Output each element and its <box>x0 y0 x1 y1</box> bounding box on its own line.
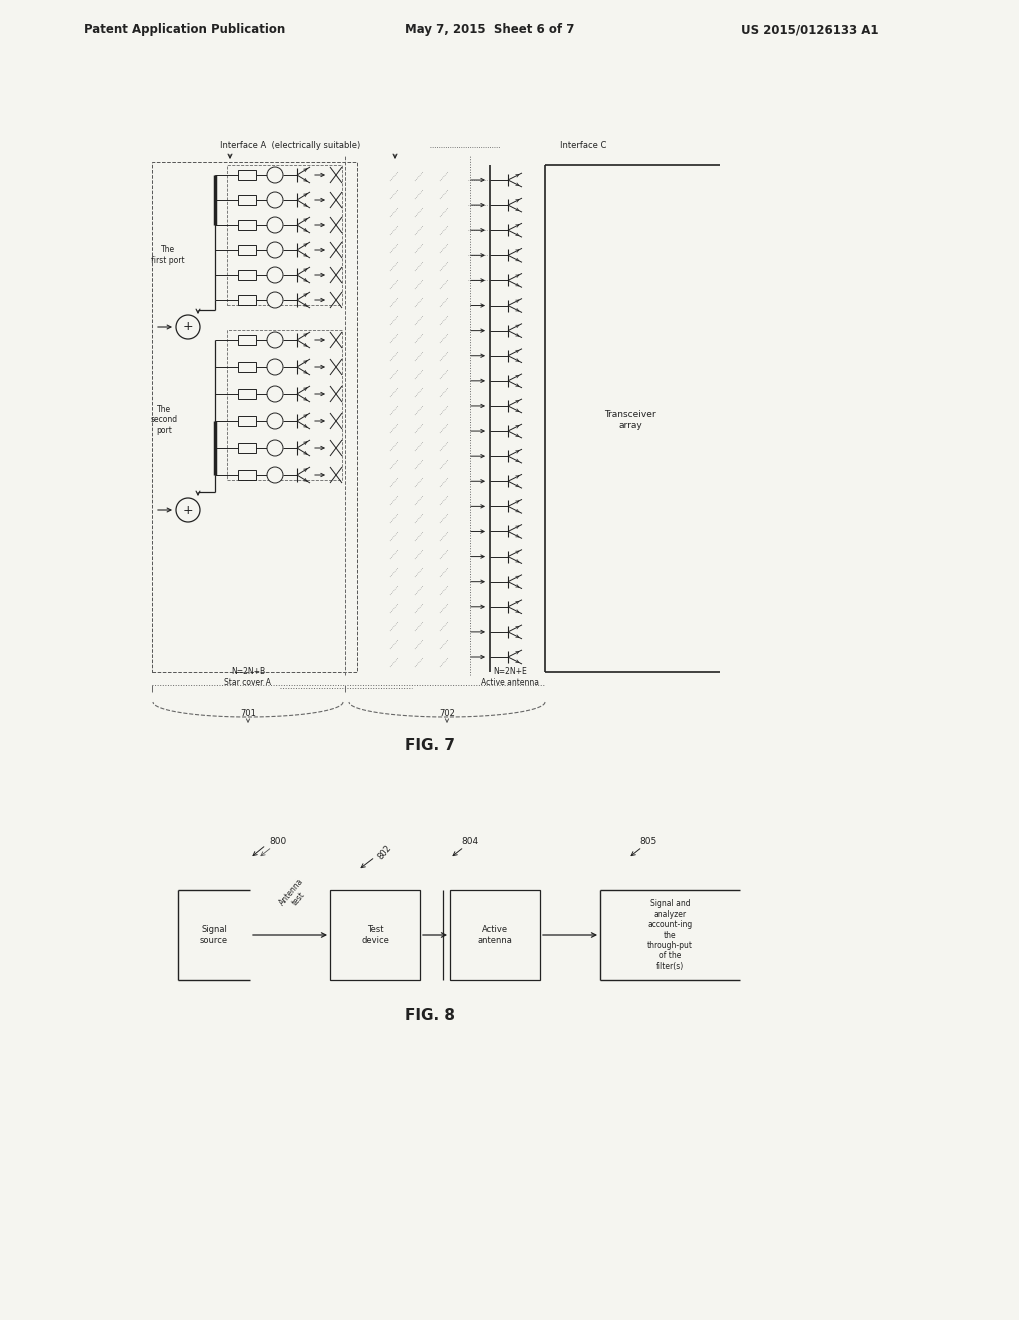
Bar <box>237 470 256 480</box>
Circle shape <box>267 333 282 348</box>
Circle shape <box>176 498 200 521</box>
Bar <box>237 246 256 255</box>
Circle shape <box>267 385 282 403</box>
Text: Interface A  (electrically suitable): Interface A (electrically suitable) <box>220 140 360 149</box>
Text: The
second
port: The second port <box>150 405 177 434</box>
Text: FIG. 7: FIG. 7 <box>405 738 454 752</box>
Text: Antenna
test: Antenna test <box>277 876 313 913</box>
Circle shape <box>267 467 282 483</box>
Circle shape <box>176 315 200 339</box>
Text: Transceiver
array: Transceiver array <box>603 411 655 430</box>
Bar <box>237 195 256 205</box>
Circle shape <box>267 242 282 257</box>
Text: US 2015/0126133 A1: US 2015/0126133 A1 <box>741 24 878 37</box>
Text: N=2N+B
Star cover A: N=2N+B Star cover A <box>224 668 271 686</box>
Text: Signal
source: Signal source <box>200 925 228 945</box>
Bar <box>227 165 341 305</box>
Text: 702: 702 <box>438 709 454 718</box>
Text: 701: 701 <box>239 709 256 718</box>
Circle shape <box>267 191 282 209</box>
Bar <box>237 294 256 305</box>
Text: +: + <box>182 503 194 516</box>
Circle shape <box>267 440 282 455</box>
Text: Interface C: Interface C <box>559 140 605 149</box>
Bar <box>152 162 357 672</box>
Bar <box>237 271 256 280</box>
Text: 804: 804 <box>461 837 478 846</box>
Text: May 7, 2015  Sheet 6 of 7: May 7, 2015 Sheet 6 of 7 <box>405 24 574 37</box>
Bar <box>237 335 256 345</box>
Circle shape <box>267 168 282 183</box>
Bar <box>237 416 256 426</box>
Bar <box>227 330 341 480</box>
Text: 800: 800 <box>269 837 286 846</box>
Bar <box>449 890 539 979</box>
Circle shape <box>267 267 282 282</box>
Circle shape <box>267 413 282 429</box>
Text: Patent Application Publication: Patent Application Publication <box>85 24 285 37</box>
Text: N=2N+E
Active antenna: N=2N+E Active antenna <box>481 668 538 686</box>
Circle shape <box>267 292 282 308</box>
Bar <box>237 389 256 399</box>
Text: 802: 802 <box>376 843 393 861</box>
Text: FIG. 8: FIG. 8 <box>405 1007 454 1023</box>
Text: Active
antenna: Active antenna <box>477 925 512 945</box>
Text: +: + <box>182 321 194 334</box>
Text: Test
device: Test device <box>361 925 388 945</box>
Circle shape <box>267 359 282 375</box>
Circle shape <box>267 216 282 234</box>
Bar <box>237 220 256 230</box>
Bar <box>237 444 256 453</box>
Bar <box>330 890 420 979</box>
Text: 805: 805 <box>639 837 656 846</box>
Bar <box>237 170 256 180</box>
Text: The
first port: The first port <box>151 246 184 265</box>
Bar <box>237 362 256 372</box>
Text: Signal and
analyzer
account-ing
the
through-put
of the
filter(s): Signal and analyzer account-ing the thro… <box>646 899 692 970</box>
